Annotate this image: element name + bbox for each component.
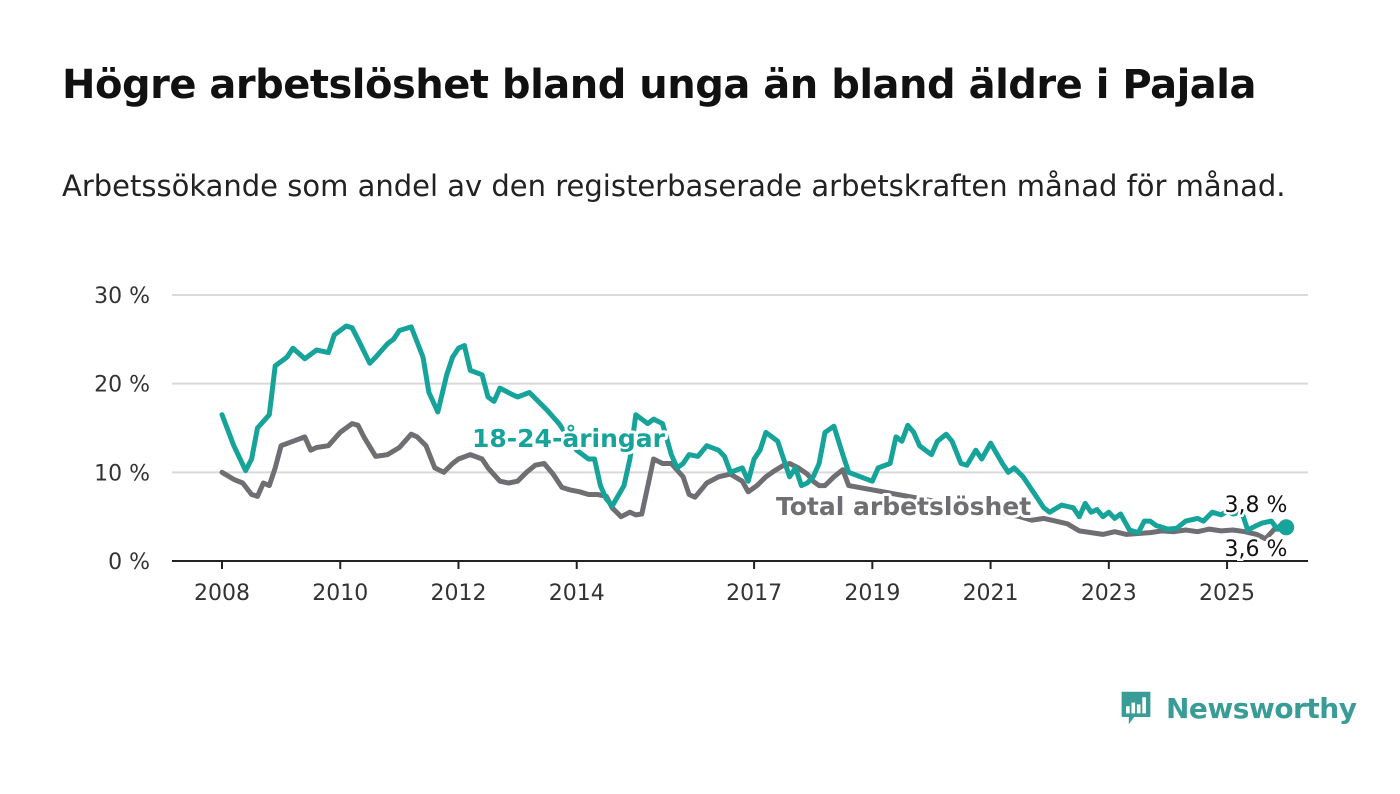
series-line-total <box>219 421 1289 542</box>
end-markers: 3,8 % 3,6 % <box>1222 491 1295 565</box>
y-tick-label: 30 % <box>94 284 150 309</box>
x-axis: 2008 2010 2012 2014 2017 2019 2021 2023 2025 <box>172 560 1308 606</box>
x-tick-label: 2023 <box>1081 581 1137 606</box>
series-label-total: Total arbetslöshet <box>776 492 1031 521</box>
series-label-young: 18-24-åringar <box>472 424 666 453</box>
chart-title: Högre arbetslöshet bland unga än bland ä… <box>62 62 1256 108</box>
y-tick-label: 10 % <box>94 461 150 486</box>
series-line-young <box>219 323 1289 536</box>
end-label-total: 3,6 % <box>1225 537 1288 562</box>
newsworthy-logo-icon <box>1121 691 1151 725</box>
x-tick-label: 2021 <box>963 581 1019 606</box>
end-dot-young <box>1278 519 1295 536</box>
x-tick-label: 2010 <box>312 581 368 606</box>
y-tick-label: 20 % <box>94 373 150 398</box>
y-gridlines <box>172 294 1308 474</box>
logo-text: Newsworthy <box>1166 691 1357 725</box>
x-tick-label: 2017 <box>726 581 782 606</box>
y-tick-labels: 0 % 10 % 20 % 30 % <box>94 284 150 575</box>
end-label-young: 3,8 % <box>1225 493 1288 518</box>
newsworthy-logo[interactable]: Newsworthy <box>1118 690 1357 726</box>
series-lines <box>219 323 1289 542</box>
x-tick-label: 2025 <box>1199 581 1255 606</box>
x-tick-label: 2014 <box>549 581 605 606</box>
y-tick-label: 0 % <box>108 550 150 575</box>
chart-subtitle: Arbetssökande som andel av den registerb… <box>62 169 1286 203</box>
x-tick-label: 2008 <box>194 581 250 606</box>
x-tick-label: 2019 <box>844 581 900 606</box>
x-tick-label: 2012 <box>430 581 486 606</box>
series-labels: 18-24-åringar Total arbetslöshet <box>469 421 1034 524</box>
